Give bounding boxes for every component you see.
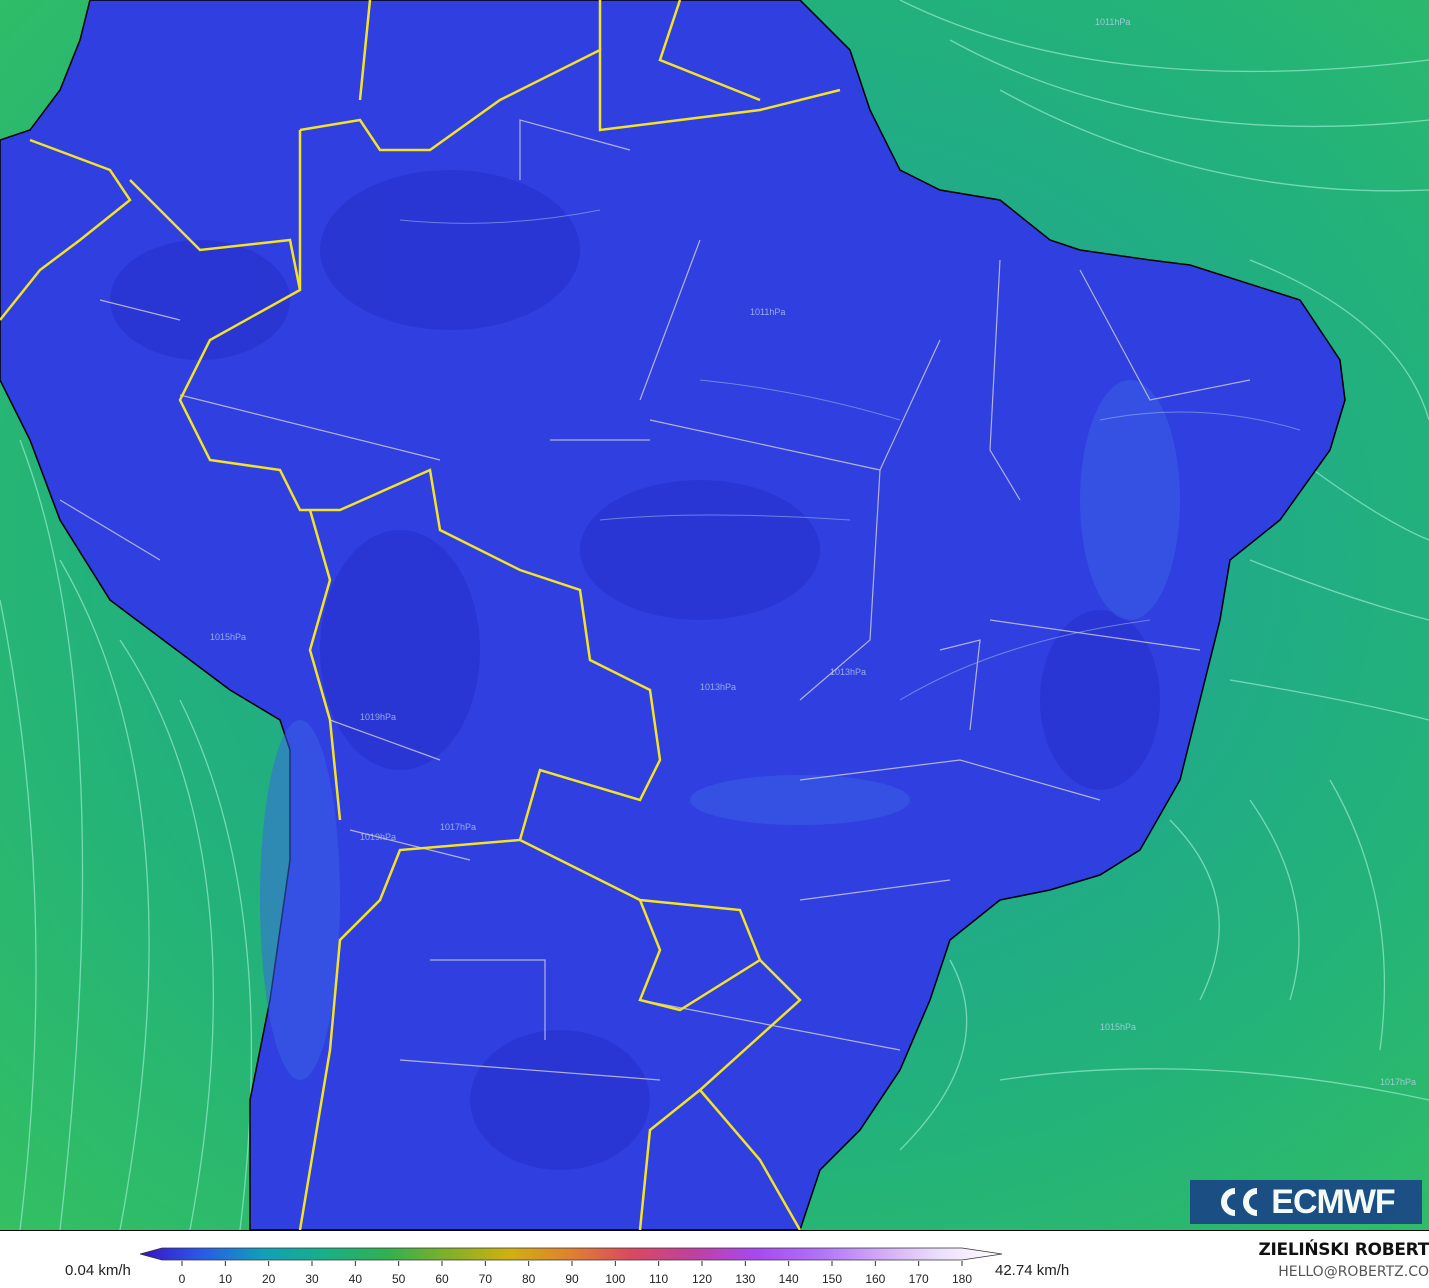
isobar-label: 1013hPa [700, 682, 736, 692]
colorbar-tick-label: 170 [909, 1272, 929, 1286]
isobar-label: 1019hPa [360, 832, 396, 842]
colorbar-tick-label: 100 [605, 1272, 625, 1286]
legend-max-label: 42.74 km/h [995, 1262, 1070, 1279]
legend-min-label: 0.04 km/h [65, 1262, 131, 1279]
colorbar-tick-label: 120 [692, 1272, 712, 1286]
isobar-labels: 1011hPa 1013hPa 1013hPa 1011hPa 1019hPa … [210, 17, 1416, 1087]
country-borders [0, 0, 841, 1230]
colorbar-ticks: 0 10 20 30 40 50 60 70 80 90 100 110 120 130 140 150 160… [179, 1261, 972, 1286]
isobar-label: 1015hPa [210, 632, 246, 642]
author-email: HELLO@ROBERTZ.CO [1278, 1264, 1429, 1280]
colorbar-tick-label: 60 [435, 1272, 449, 1286]
isobar-label: 1017hPa [440, 822, 476, 832]
streamlines-ocean [0, 0, 1429, 1230]
colorbar-tick-label: 150 [822, 1272, 842, 1286]
colorbar-tick-label: 110 [649, 1272, 668, 1286]
colorbar-tick-label: 140 [779, 1272, 799, 1286]
colorbar-tick-label: 70 [479, 1272, 493, 1286]
land-texture [110, 170, 1160, 1170]
ecmwf-logo-icon [1221, 1188, 1258, 1216]
isobar-label: 1017hPa [1380, 1077, 1416, 1087]
colorbar: 0 10 20 30 40 50 60 70 80 90 100 110 120 130 140 150 160… [140, 1247, 1003, 1286]
author-name: ZIELIŃSKI ROBERT [1258, 1240, 1429, 1260]
land-texture-light [260, 380, 1180, 1080]
isobar-label: 1013hPa [830, 667, 866, 677]
ecmwf-logo: ECMWF [1190, 1180, 1422, 1224]
colorbar-tick-label: 130 [735, 1272, 755, 1286]
colorbar-tick-label: 180 [952, 1272, 972, 1286]
colorbar-tick-label: 10 [219, 1272, 233, 1286]
colorbar-tick-label: 160 [865, 1272, 885, 1286]
colorbar-tick-label: 40 [349, 1272, 363, 1286]
colorbar-tick-label: 80 [522, 1272, 536, 1286]
colorbar-fill [140, 1247, 1003, 1261]
colorbar-tick-label: 20 [262, 1272, 276, 1286]
isobar-label: 1015hPa [1100, 1022, 1136, 1032]
isobar-label: 1011hPa [1095, 17, 1130, 27]
wind-speed-map[interactable]: 1011hPa 1013hPa 1013hPa 1011hPa 1019hPa … [0, 0, 1429, 1230]
colorbar-tick-label: 90 [565, 1272, 579, 1286]
streamlines-land [399, 209, 1301, 701]
isobar-label: 1011hPa [750, 307, 785, 317]
isobar-label: 1019hPa [360, 712, 396, 722]
colorbar-tick-label: 50 [392, 1272, 406, 1286]
colorbar-tick-label: 30 [305, 1272, 319, 1286]
colorbar-tick-label: 0 [179, 1272, 186, 1286]
ecmwf-logo-text: ECMWF [1271, 1182, 1395, 1221]
